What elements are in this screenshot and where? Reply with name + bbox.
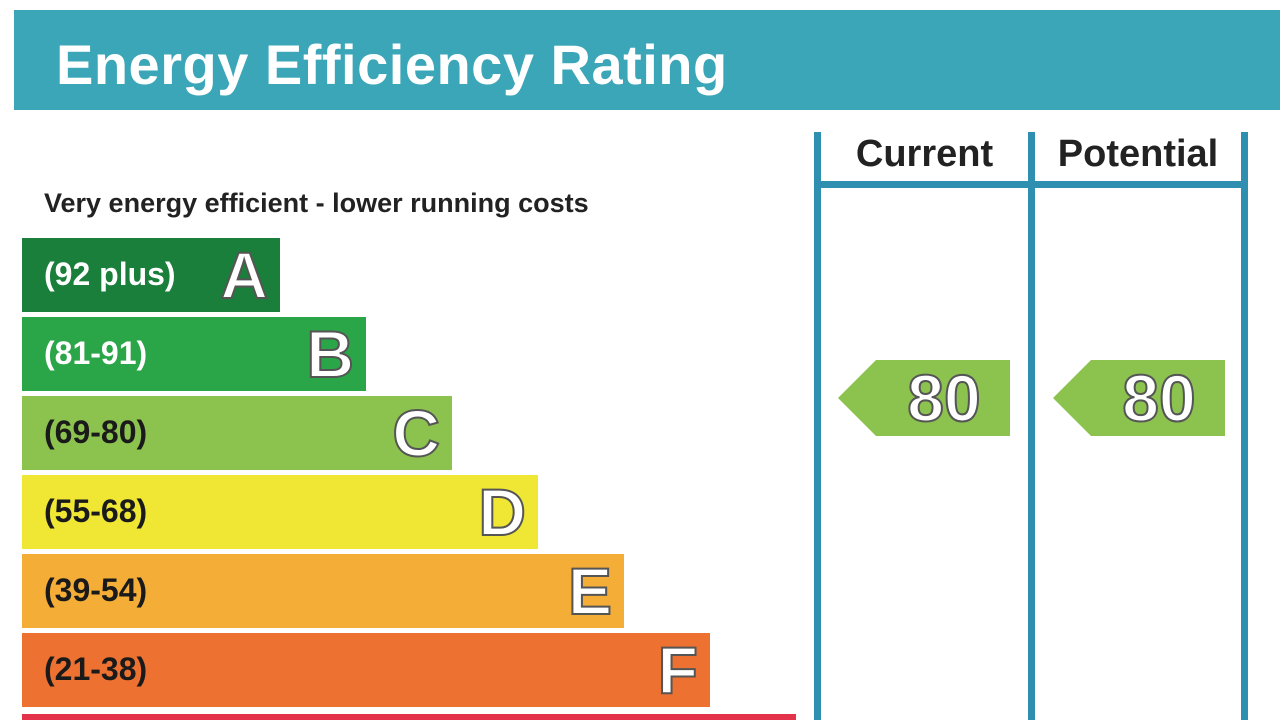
- current-arrow-shape: [838, 360, 1010, 436]
- column-divider-right: [1241, 132, 1248, 720]
- band-letter: D: [477, 474, 527, 550]
- column-divider-left: [814, 132, 821, 720]
- potential-rating-arrow: 80: [1053, 360, 1225, 436]
- current-rating-arrow: 80: [838, 360, 1010, 436]
- current-rating-value: 80: [906, 360, 981, 436]
- column-header-underline: [814, 181, 1248, 188]
- band-range-label: (92 plus): [44, 256, 176, 292]
- band-letter: C: [391, 395, 441, 471]
- rating-band-f: (21-38) F: [22, 632, 710, 708]
- band-letter: B: [305, 316, 355, 392]
- rating-band-d: (55-68) D: [22, 474, 538, 550]
- header-bar: Energy Efficiency Rating: [14, 10, 1280, 110]
- band-range-label: (39-54): [44, 572, 148, 608]
- band-range-label: (81-91): [44, 335, 148, 371]
- efficiency-subtitle: Very energy efficient - lower running co…: [44, 188, 589, 218]
- potential-column-header: Potential: [1057, 133, 1219, 175]
- rating-band-next-partial: [22, 714, 796, 720]
- band-letter: A: [219, 237, 269, 313]
- band-range-label: (55-68): [44, 493, 148, 529]
- column-divider-middle: [1028, 132, 1035, 720]
- current-column-header: Current: [855, 133, 994, 175]
- potential-rating-value: 80: [1121, 360, 1196, 436]
- potential-arrow-shape: [1053, 360, 1225, 436]
- rating-band-c: (69-80) C: [22, 395, 452, 471]
- rating-band-b: (81-91) B: [22, 316, 366, 392]
- band-letter: F: [657, 632, 699, 708]
- rating-band-e: (39-54) E: [22, 553, 624, 629]
- page-title: Energy Efficiency Rating: [56, 33, 728, 96]
- band-letter: E: [567, 553, 613, 629]
- band-range-label: (69-80): [44, 414, 148, 450]
- band-range-label: (21-38): [44, 651, 148, 687]
- rating-band-a: (92 plus) A: [22, 237, 280, 313]
